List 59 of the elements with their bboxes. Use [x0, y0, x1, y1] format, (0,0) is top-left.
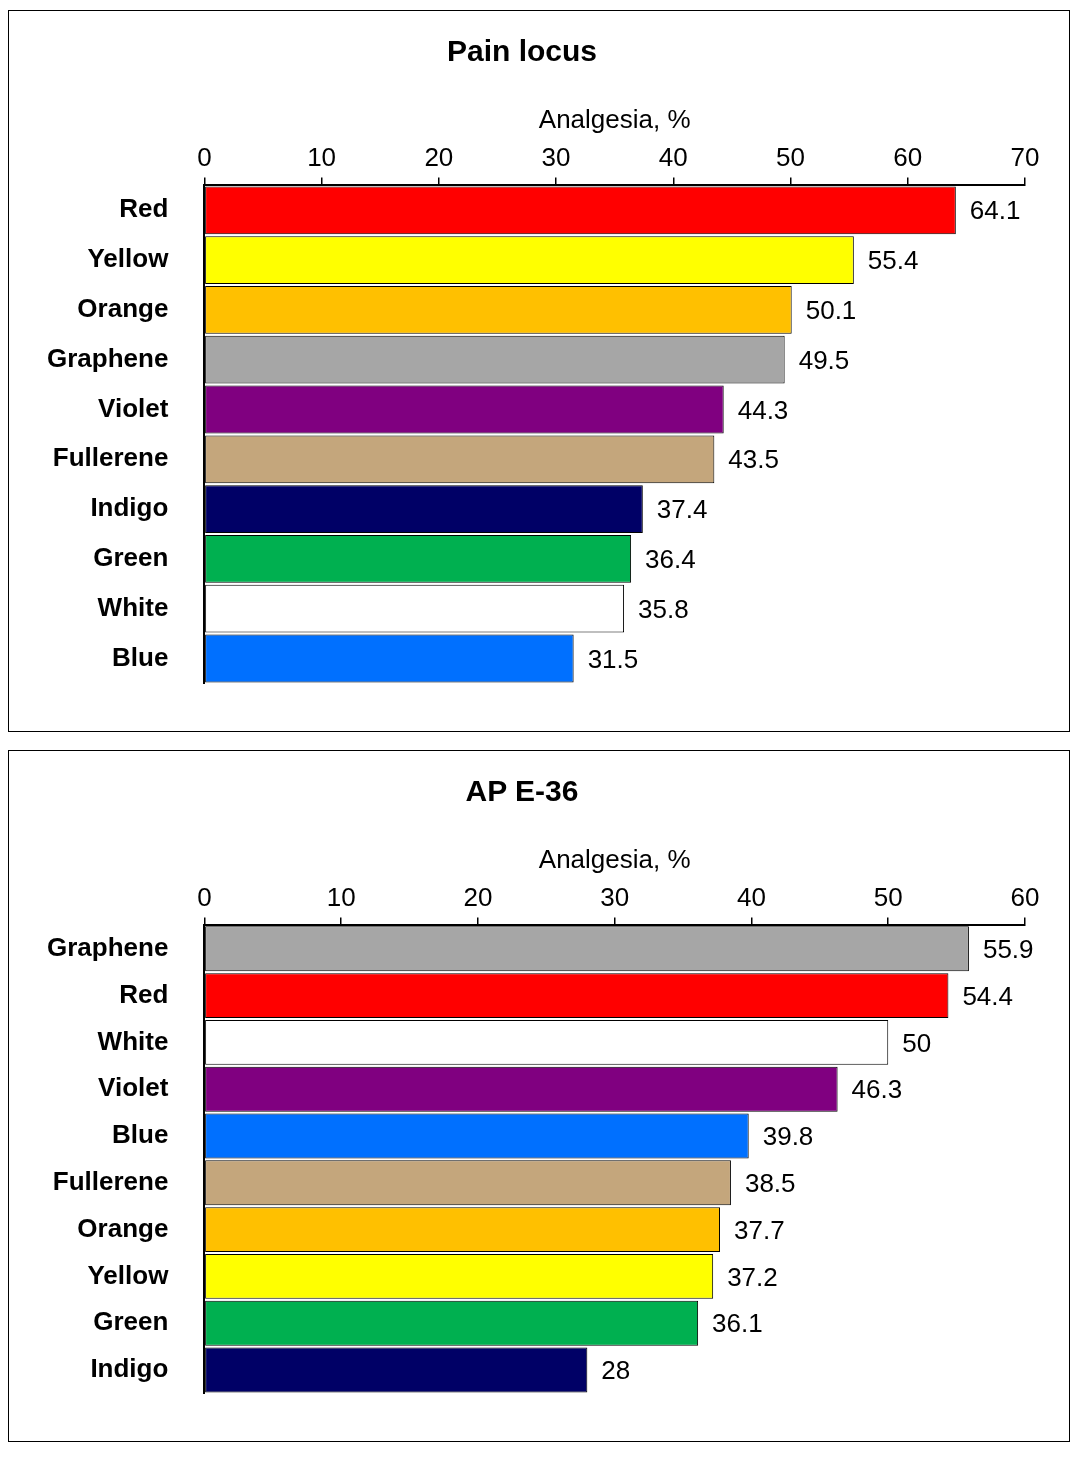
x-tick-label: 50	[776, 141, 805, 172]
y-tick-label: White	[97, 1025, 169, 1056]
x-axis-title: Analgesia, %	[538, 103, 691, 134]
data-label: 28	[601, 1355, 631, 1386]
x-axis-title: Analgesia, %	[538, 843, 691, 874]
data-label: 43.5	[728, 444, 779, 475]
x-tick-label: 10	[326, 881, 356, 912]
y-tick-label: Fullerene	[52, 1165, 169, 1196]
data-label: 38.5	[744, 1167, 796, 1198]
y-tick-label: Yellow	[87, 243, 170, 274]
data-label: 55.9	[982, 933, 1034, 964]
data-label: 35.8	[638, 593, 689, 624]
y-tick-label: Blue	[112, 641, 169, 672]
x-tick-label: 50	[873, 881, 903, 912]
y-tick-label: Yellow	[87, 1259, 170, 1290]
y-tick-label: Red	[119, 978, 169, 1009]
y-tick-label: Graphene	[46, 342, 169, 373]
chart-title: AP E-36	[465, 774, 579, 808]
x-tick-label: 60	[1010, 881, 1040, 912]
chart-title: Pain locus	[446, 34, 598, 68]
data-label: 64.1	[969, 195, 1021, 226]
x-tick-label: 30	[600, 881, 630, 912]
y-tick-label: Indigo	[90, 492, 169, 523]
data-label: 44.3	[737, 394, 789, 425]
y-tick-label: Violet	[98, 392, 169, 423]
y-tick-label: Blue	[112, 1119, 169, 1150]
data-label: 50	[902, 1027, 932, 1058]
x-tick-label: 20	[424, 141, 454, 172]
x-tick-label: 0	[197, 141, 212, 172]
x-tick-label: 10	[307, 141, 337, 172]
data-label: 37.2	[727, 1261, 778, 1292]
x-tick-label: 0	[197, 881, 212, 912]
data-label: 39.8	[762, 1121, 814, 1152]
y-tick-label: Indigo	[90, 1353, 169, 1384]
x-tick-label: 20	[463, 881, 493, 912]
y-tick-label: Orange	[77, 293, 169, 324]
data-label: 36.4	[645, 544, 696, 575]
x-tick-label: 70	[1010, 141, 1040, 172]
data-label: 46.3	[851, 1074, 903, 1105]
data-label: 50.1	[805, 295, 857, 326]
data-label: 54.4	[962, 980, 1014, 1011]
data-label: 36.1	[712, 1308, 763, 1339]
x-tick-label: 30	[541, 141, 571, 172]
x-tick-label: 40	[736, 881, 766, 912]
data-label: 37.7	[734, 1214, 785, 1245]
data-label: 31.5	[587, 643, 639, 674]
x-tick-label: 60	[893, 141, 923, 172]
y-tick-label: Green	[93, 1306, 169, 1337]
x-tick-label: 40	[658, 141, 688, 172]
y-tick-label: Red	[119, 193, 169, 224]
y-tick-label: Green	[93, 542, 169, 573]
y-tick-label: White	[97, 591, 169, 622]
data-label: 37.4	[656, 494, 708, 525]
y-tick-label: Graphene	[46, 931, 169, 962]
data-label: 49.5	[798, 344, 850, 375]
data-label: 55.4	[867, 245, 919, 276]
y-tick-label: Fullerene	[52, 442, 169, 473]
y-tick-label: Violet	[98, 1072, 169, 1103]
y-tick-label: Orange	[77, 1212, 169, 1243]
